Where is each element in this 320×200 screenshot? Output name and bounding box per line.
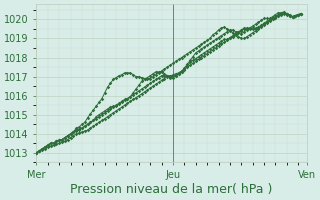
- X-axis label: Pression niveau de la mer( hPa ): Pression niveau de la mer( hPa ): [70, 183, 273, 196]
